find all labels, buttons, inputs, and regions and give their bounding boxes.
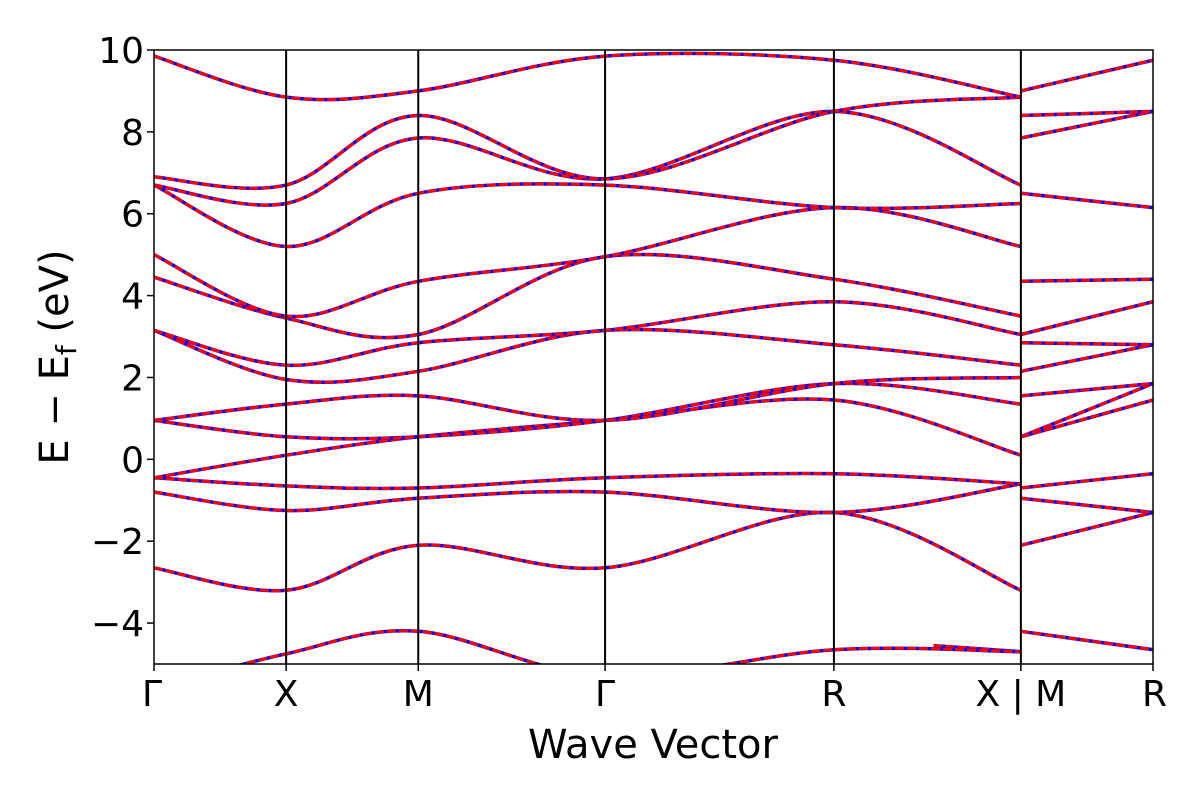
y-tick-label-6: 8 [121, 113, 144, 154]
band-segment-1-0-solid [1020, 511, 1153, 547]
band-segment-0-9-solid [154, 206, 1022, 319]
x-tick-label-0: Γ [142, 674, 162, 715]
band-segment-1-6-solid [1020, 343, 1153, 373]
band-segment-1-1-solid [1020, 496, 1153, 514]
band-segment-0-11-dashed [154, 109, 1022, 207]
band-segment-0-12-dashed [154, 95, 1022, 191]
band-segment-1-8-solid [1020, 300, 1153, 336]
band-segment-1-7-solid [1020, 341, 1153, 347]
x-tick-label-3: Γ [595, 674, 615, 715]
band-segment-1-4-dashed [1020, 381, 1153, 439]
band-segment-0-10-dashed [154, 182, 1021, 249]
band-segment-0-10-solid [154, 182, 1021, 249]
y-axis-title-subscript: f [50, 344, 83, 355]
y-tick-label-3: 2 [121, 358, 144, 399]
band-segment-0-8-dashed [154, 252, 1022, 340]
plot-frame [153, 49, 1154, 665]
band-segment-1-9-solid [1020, 277, 1153, 283]
band-segment-1-2-solid [1020, 472, 1153, 490]
y-axis: −4 −2 0 2 4 6 8 10 [91, 31, 154, 645]
band-segment-0-1-solid [154, 482, 1022, 515]
band-segment-1-13-solid [1020, 58, 1153, 93]
high-symmetry-lines [285, 50, 1022, 664]
band-segment-0-11-solid [154, 109, 1022, 207]
band-segment-0-8-solid [154, 253, 1022, 340]
band-segment-0-12-solid [154, 95, 1022, 190]
x-axis: Γ X M Γ R X | M R [142, 664, 1167, 715]
y-axis-title-unit: (eV) [32, 249, 78, 345]
x-tick-label-4: R [821, 674, 846, 715]
y-tick-label-1: −2 [91, 522, 144, 563]
band-segment-0-0-solid [154, 510, 1022, 593]
band-segment-1-5-solid [1020, 382, 1153, 398]
low-band-b-solid [1020, 629, 1153, 652]
x-axis-title: Wave Vector [528, 722, 779, 768]
band-segment-1-10-solid [1020, 191, 1153, 210]
x-tick-label-2: M [403, 674, 434, 715]
x-tick-label-1: X [274, 674, 299, 715]
x-tick-label-5: X | M [975, 674, 1066, 715]
y-tick-label-4: 4 [121, 277, 144, 318]
band-segment-1-12-solid [1020, 109, 1153, 117]
band-segment-1-3-solid [1020, 398, 1153, 439]
y-tick-label-5: 6 [121, 195, 144, 236]
y-tick-label-7: 10 [98, 31, 144, 72]
y-axis-title-main: E − E [32, 355, 78, 465]
band-segment-0-6-dashed [154, 327, 1022, 384]
x-tick-label-6: R [1142, 674, 1167, 715]
band-lines [154, 51, 1153, 664]
y-tick-label-0: −4 [91, 604, 144, 645]
y-axis-title: E − Ef (eV) [32, 249, 83, 464]
band-segment-0-13-solid [154, 51, 1022, 102]
band-segment-0-7-dashed [154, 299, 1022, 368]
band-segment-0-6-solid [154, 328, 1022, 384]
y-tick-label-2: 0 [121, 440, 144, 481]
band-segment-0-9-dashed [154, 205, 1022, 319]
band-segment-0-13-dashed [154, 51, 1022, 102]
